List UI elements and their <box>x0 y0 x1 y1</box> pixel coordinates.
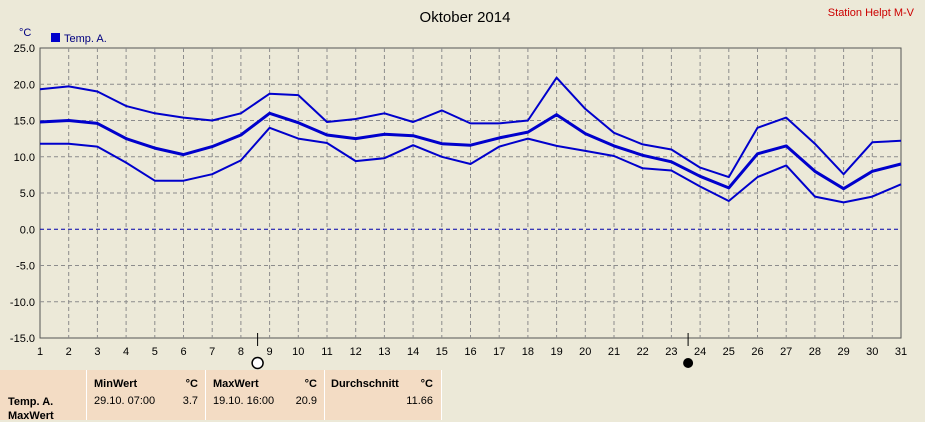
x-tick-label: 23 <box>665 346 677 358</box>
x-tick-label: 31 <box>895 346 907 358</box>
temperature-chart: Oktober 2014 Station Helpt M-V °C Temp. … <box>10 7 915 370</box>
min-time: 29.10. 07:00 <box>94 395 156 407</box>
max-unit: °C <box>304 378 317 390</box>
x-tick-label: 13 <box>378 346 390 358</box>
x-tick-label: 24 <box>694 346 706 358</box>
x-tick-label: 25 <box>723 346 735 358</box>
station-name: Station Helpt M-V <box>828 7 915 19</box>
x-tick-label: 18 <box>522 346 534 358</box>
y-axis-unit: °C <box>19 27 31 39</box>
avg-header: Durchschnitt <box>331 378 399 390</box>
x-tick-label: 17 <box>493 346 505 358</box>
y-tick-label: 0.0 <box>20 224 35 236</box>
x-tick-label: 15 <box>436 346 448 358</box>
min-value: 3.7 <box>182 395 198 407</box>
x-tick-label: 11 <box>321 346 332 358</box>
x-tick-label: 28 <box>809 346 821 358</box>
x-tick-label: 19 <box>550 346 562 358</box>
x-tick-label: 14 <box>407 346 419 358</box>
x-tick-label: 20 <box>579 346 591 358</box>
series-line-min <box>40 126 902 204</box>
summary-panel: Temp. A. MaxWert MinWert °C 29.10. 07:00… <box>0 370 925 422</box>
legend-swatch <box>51 33 60 42</box>
min-unit: °C <box>185 378 198 390</box>
x-tick-label: 8 <box>238 346 244 358</box>
legend-label: Temp. A. <box>64 33 107 45</box>
summary-avg-cell: Durchschnitt °C 11.66 <box>325 370 442 420</box>
full-moon-icon <box>251 356 264 370</box>
x-tick-label: 4 <box>123 346 129 358</box>
y-tick-label: 20.0 <box>14 79 35 91</box>
x-tick-label: 9 <box>267 346 273 358</box>
summary-max-cell: MaxWert °C 19.10. 16:00 20.9 <box>206 370 325 420</box>
y-tick-label: 15.0 <box>14 116 35 128</box>
x-tick-label: 29 <box>837 346 849 358</box>
avg-value: 11.66 <box>406 395 433 407</box>
x-tick-label: 2 <box>66 346 72 358</box>
summary-min-cell: MinWert °C 29.10. 07:00 3.7 <box>87 370 206 420</box>
summary-row-label-2: MaxWert <box>8 410 54 422</box>
max-time: 19.10. 16:00 <box>213 395 275 407</box>
x-tick-label: 27 <box>780 346 792 358</box>
avg-unit: °C <box>420 378 433 390</box>
x-tick-label: 12 <box>350 346 362 358</box>
x-tick-label: 5 <box>152 346 158 358</box>
y-tick-label: 25.0 <box>14 43 35 55</box>
x-tick-label: 6 <box>180 346 186 358</box>
new-moon-icon <box>683 358 694 368</box>
y-tick-label: -5.0 <box>16 261 35 273</box>
x-tick-label: 26 <box>751 346 763 358</box>
y-tick-label: -10.0 <box>10 297 35 309</box>
x-tick-label: 7 <box>209 346 215 358</box>
chart-title: Oktober 2014 <box>420 9 511 26</box>
min-header: MinWert <box>94 378 138 390</box>
y-tick-label: 10.0 <box>14 152 35 164</box>
series-line-max <box>39 76 902 179</box>
y-tick-label: -15.0 <box>10 333 35 345</box>
x-tick-label: 16 <box>464 346 476 358</box>
x-tick-label: 30 <box>866 346 878 358</box>
summary-row-label-cell: Temp. A. MaxWert <box>0 370 87 422</box>
x-tick-label: 21 <box>608 346 620 358</box>
max-header: MaxWert <box>213 378 259 390</box>
max-value: 20.9 <box>295 395 317 407</box>
y-tick-label: 5.0 <box>20 188 35 200</box>
x-tick-label: 22 <box>637 346 649 358</box>
summary-row-label: Temp. A. <box>8 396 54 408</box>
x-tick-label: 1 <box>37 346 43 358</box>
series-line-avg <box>39 111 902 191</box>
x-tick-label: 3 <box>94 346 100 358</box>
x-tick-label: 10 <box>292 346 304 358</box>
